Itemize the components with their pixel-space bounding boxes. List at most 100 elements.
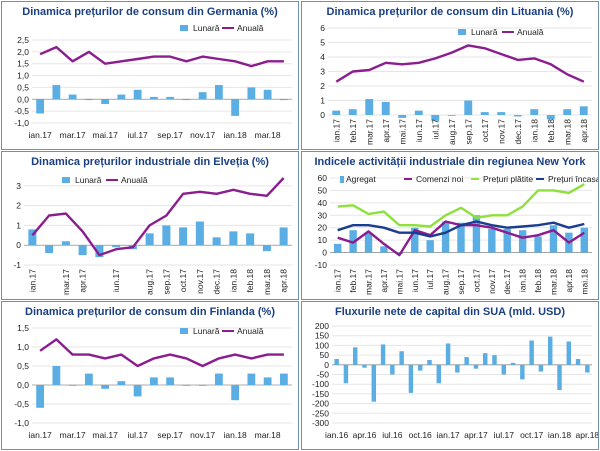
legend-label: Lunară <box>193 23 220 33</box>
bar <box>214 85 223 100</box>
x-tick-label: ian.17 <box>27 269 37 292</box>
x-tick-label: nov.17 <box>190 430 215 440</box>
bar <box>566 341 572 365</box>
bar <box>580 227 588 253</box>
bar <box>101 385 110 389</box>
x-tick-label: ian.18 <box>529 119 539 142</box>
y-tick-label: 20 <box>318 223 328 233</box>
bar <box>84 373 93 385</box>
y-tick-label: 0,5 <box>17 82 29 92</box>
bar <box>68 94 77 100</box>
y-tick-label: 0 <box>324 360 329 370</box>
x-tick-label: ian.17 <box>331 119 341 142</box>
bar <box>247 87 256 100</box>
bar <box>575 358 581 365</box>
y-tick-label: 200 <box>315 321 329 331</box>
x-tick-label: apr.18 <box>576 430 598 440</box>
x-tick-label: iun.17 <box>414 119 424 142</box>
bar <box>380 246 388 253</box>
bar <box>380 344 386 365</box>
bar <box>457 222 465 253</box>
bar <box>472 215 481 253</box>
x-tick-label: apr.18 <box>579 119 589 143</box>
bar <box>426 240 434 253</box>
bar <box>166 96 175 100</box>
bar <box>28 229 37 246</box>
x-tick-label: ian.17 <box>333 269 343 292</box>
x-tick-label: ian.17 <box>29 130 52 140</box>
legend-label: Prețuri plătite <box>483 174 533 184</box>
x-tick-label: nov.17 <box>190 130 215 140</box>
bar <box>198 385 207 386</box>
x-tick-label: ian.18 <box>224 430 247 440</box>
bar <box>480 112 489 115</box>
bar <box>441 221 450 253</box>
series-line-pre-uri-pl-tite <box>337 183 585 228</box>
y-tick-label: 0,0 <box>17 94 29 104</box>
bar <box>364 232 373 253</box>
y-tick-label: 50 <box>320 350 330 360</box>
legend-label: Comenzi noi <box>416 174 463 184</box>
x-tick-label: feb.17 <box>348 269 358 293</box>
bar <box>455 364 460 373</box>
bar <box>538 364 544 372</box>
bar <box>585 364 590 373</box>
bar <box>95 245 104 258</box>
x-tick-label: iul.17 <box>494 430 515 440</box>
bar <box>229 231 238 246</box>
bar <box>510 362 516 365</box>
x-tick-label: apr.18 <box>279 269 289 293</box>
bar <box>279 373 288 385</box>
legend-label: Anuală <box>121 175 148 185</box>
bar <box>179 227 188 246</box>
y-tick-label: -0,5 <box>14 399 29 409</box>
x-tick-label: mai.17 <box>92 430 118 440</box>
x-tick-label: mai.18 <box>579 269 589 295</box>
bar <box>417 364 423 371</box>
legend-swatch <box>62 177 70 183</box>
bar <box>343 364 349 384</box>
bar <box>563 109 572 115</box>
x-tick-label: oct.17 <box>520 430 543 440</box>
chart-germany: Dinamica prețurilor de consum din German… <box>14 6 292 140</box>
legend-label: Lunară <box>75 175 102 185</box>
bar <box>117 94 126 100</box>
bar <box>398 115 407 118</box>
bar <box>52 85 61 100</box>
y-tick-label: 2,5 <box>17 35 29 45</box>
chart-panel-finland: Dinamica prețurilor de consum din Finlan… <box>1 301 299 450</box>
chart-title: Dinamica prețurilor de consum din Lituan… <box>327 6 574 18</box>
y-tick-label: -0,5 <box>14 106 29 116</box>
x-tick-label: sep.17 <box>157 430 183 440</box>
bar <box>334 358 339 365</box>
bar <box>231 385 240 401</box>
bar <box>549 225 558 253</box>
y-tick-label: 0 <box>322 248 327 258</box>
x-tick-label: aug.17 <box>145 269 155 295</box>
bar <box>411 227 419 253</box>
legend-swatch <box>458 29 466 35</box>
y-tick-label: 30 <box>318 210 328 220</box>
y-tick-label: 40 <box>318 198 328 208</box>
bar <box>263 89 272 100</box>
bar <box>436 364 442 384</box>
x-tick-label: apr.17 <box>379 269 389 293</box>
x-tick-label: iul.16 <box>382 430 403 440</box>
bar <box>503 228 511 253</box>
x-tick-label: oct.17 <box>471 269 481 292</box>
y-tick-label: 1,0 <box>17 71 29 81</box>
bar <box>247 373 256 385</box>
y-tick-label: 1,0 <box>17 342 29 352</box>
bar <box>390 364 395 375</box>
bar <box>36 385 45 408</box>
chart-panel-germany: Dinamica prețurilor de consum din German… <box>1 1 299 150</box>
legend-label: Anuală <box>517 27 544 37</box>
x-tick-label: mai.17 <box>394 269 404 295</box>
x-tick-label: feb.18 <box>546 119 556 143</box>
y-tick-label: 50 <box>318 185 328 195</box>
bar <box>117 381 126 385</box>
bar <box>133 385 142 397</box>
y-tick-label: 1,5 <box>17 323 29 333</box>
bar <box>145 233 154 246</box>
y-tick-label: 0 <box>16 240 21 250</box>
